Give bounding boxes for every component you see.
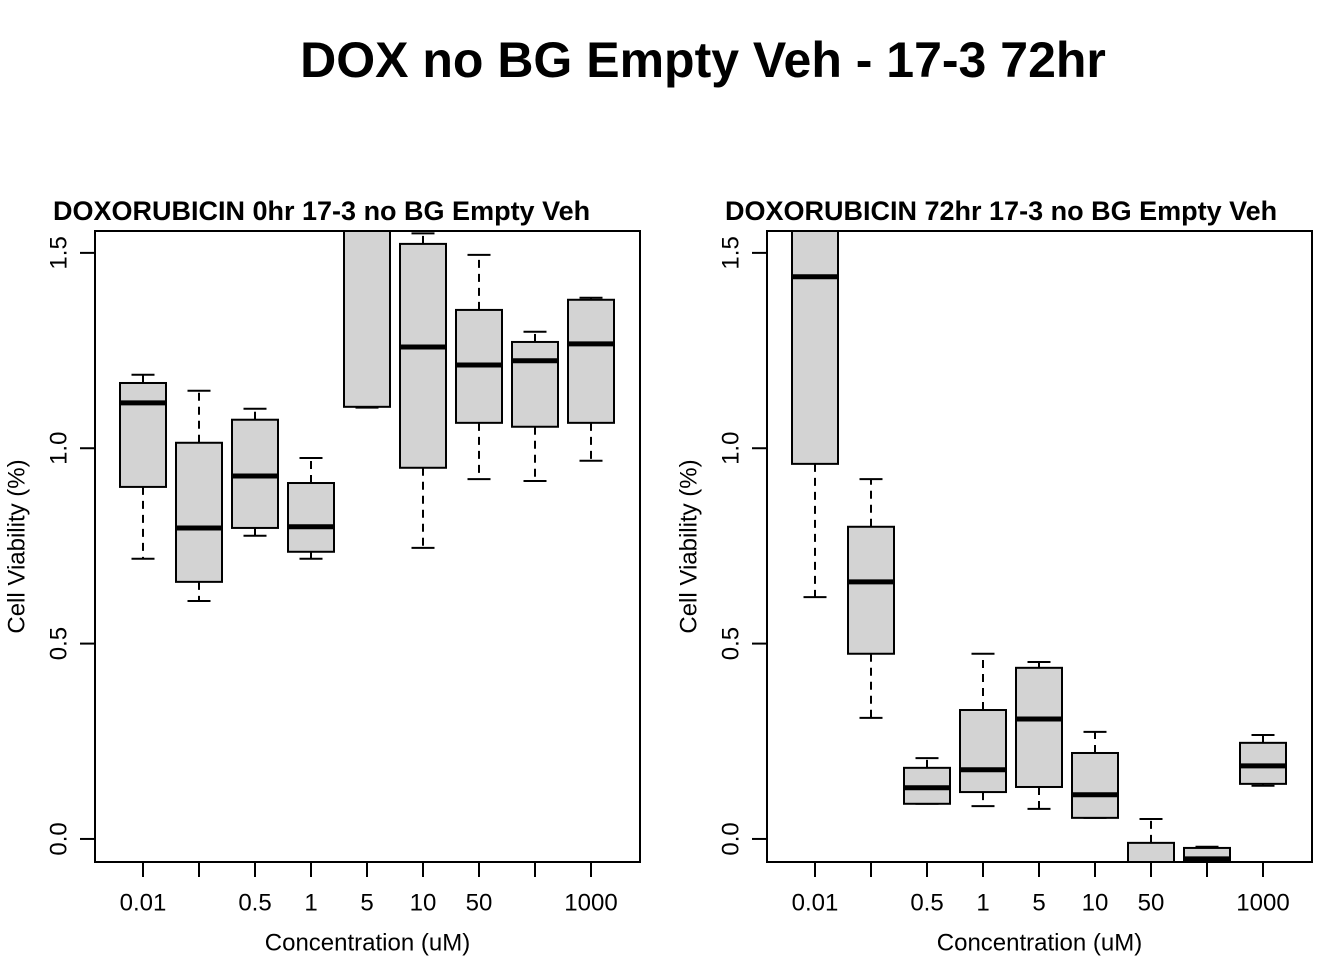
box bbox=[119, 381, 167, 488]
box bbox=[511, 340, 559, 428]
y-tick-label: 1.5 bbox=[717, 236, 744, 269]
x-tick-label: 1 bbox=[304, 889, 317, 916]
panel: DOXORUBICIN 72hr 17-3 no BG Empty Veh 0.0… bbox=[675, 196, 1313, 956]
box bbox=[343, 231, 391, 408]
box bbox=[287, 482, 335, 553]
x-axis-label: Concentration (uM) bbox=[265, 929, 470, 956]
y-tick-label: 0.0 bbox=[717, 822, 744, 855]
x-tick-label: 0.5 bbox=[910, 889, 943, 916]
box bbox=[399, 242, 447, 469]
panel-title: DOXORUBICIN 72hr 17-3 no BG Empty Veh bbox=[725, 196, 1277, 226]
x-axis-label: Concentration (uM) bbox=[937, 929, 1142, 956]
y-tick-label: 0.5 bbox=[717, 627, 744, 660]
x-tick-label: 0.01 bbox=[120, 889, 167, 916]
box bbox=[959, 709, 1007, 794]
y-tick-label: 1.0 bbox=[717, 432, 744, 465]
x-tick-label: 1000 bbox=[564, 889, 617, 916]
x-tick-label: 5 bbox=[1032, 889, 1045, 916]
y-axis-label: Cell Viability (%) bbox=[675, 459, 702, 633]
box bbox=[847, 525, 895, 655]
x-tick-label: 10 bbox=[410, 889, 437, 916]
box bbox=[1127, 841, 1175, 862]
box bbox=[175, 441, 223, 583]
x-tick-label: 0.01 bbox=[792, 889, 839, 916]
box bbox=[1071, 751, 1119, 819]
y-tick-label: 0.0 bbox=[45, 822, 72, 855]
x-tick-label: 50 bbox=[1138, 889, 1165, 916]
box bbox=[567, 298, 615, 424]
y-tick-label: 1.0 bbox=[45, 432, 72, 465]
panel-title: DOXORUBICIN 0hr 17-3 no BG Empty Veh bbox=[53, 196, 590, 226]
x-tick-label: 10 bbox=[1082, 889, 1109, 916]
x-tick-label: 5 bbox=[360, 889, 373, 916]
x-tick-label: 50 bbox=[466, 889, 493, 916]
y-axis-label: Cell Viability (%) bbox=[3, 459, 30, 633]
main-title: DOX no BG Empty Veh - 17-3 72hr bbox=[300, 32, 1106, 88]
panel: DOXORUBICIN 0hr 17-3 no BG Empty Veh0.01… bbox=[3, 196, 641, 956]
x-tick-label: 1 bbox=[976, 889, 989, 916]
plot-area bbox=[791, 231, 1287, 862]
plot-area bbox=[119, 231, 615, 603]
y-tick-label: 0.5 bbox=[45, 627, 72, 660]
box bbox=[1015, 666, 1063, 788]
box bbox=[791, 231, 839, 465]
box bbox=[1239, 741, 1287, 785]
x-tick-label: 0.5 bbox=[238, 889, 271, 916]
y-tick-label: 1.5 bbox=[45, 236, 72, 269]
x-tick-label: 1000 bbox=[1236, 889, 1289, 916]
